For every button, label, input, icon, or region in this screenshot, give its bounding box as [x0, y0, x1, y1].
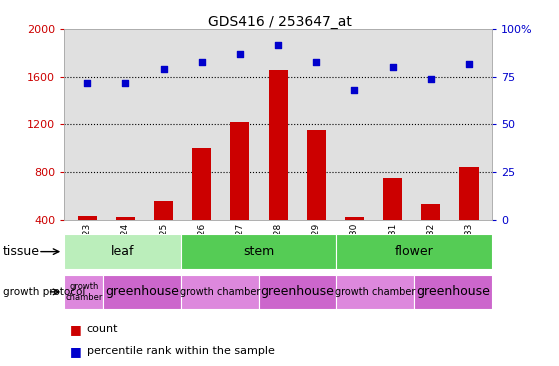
Point [427, 76, 435, 82]
Text: stem: stem [243, 245, 274, 258]
Point [197, 59, 206, 64]
Bar [421, 204, 440, 220]
Text: percentile rank within the sample: percentile rank within the sample [87, 346, 274, 356]
Point [312, 59, 321, 64]
Bar [103, 274, 181, 309]
Bar [337, 234, 492, 269]
Text: leaf: leaf [111, 245, 134, 258]
Bar [64, 234, 181, 269]
Bar [181, 234, 337, 269]
Text: growth chamber: growth chamber [179, 287, 260, 297]
Text: GDS416 / 253647_at: GDS416 / 253647_at [207, 15, 352, 29]
Text: count: count [87, 324, 118, 335]
Text: tissue: tissue [3, 245, 40, 258]
Text: growth protocol: growth protocol [3, 287, 85, 297]
Text: greenhouse: greenhouse [260, 285, 334, 298]
Bar [154, 201, 173, 220]
Bar [259, 274, 337, 309]
Point [159, 66, 168, 72]
Bar [78, 216, 97, 220]
Text: flower: flower [395, 245, 434, 258]
Text: growth chamber: growth chamber [335, 287, 415, 297]
Text: greenhouse: greenhouse [416, 285, 490, 298]
Point [350, 87, 359, 93]
Text: growth
chamber: growth chamber [65, 282, 102, 302]
Bar [268, 70, 288, 220]
Bar [230, 122, 249, 220]
Text: ■: ■ [70, 345, 82, 358]
Bar [383, 178, 402, 220]
Point [388, 64, 397, 70]
Bar [345, 217, 364, 220]
Bar [337, 274, 414, 309]
Bar [181, 274, 259, 309]
Bar [116, 217, 135, 220]
Point [273, 42, 282, 48]
Point [235, 51, 244, 57]
Bar [64, 274, 103, 309]
Bar [459, 167, 479, 220]
Bar [307, 130, 326, 220]
Bar [192, 148, 211, 220]
Point [121, 80, 130, 86]
Point [465, 61, 473, 67]
Bar [414, 274, 492, 309]
Point [83, 80, 92, 86]
Text: ■: ■ [70, 323, 82, 336]
Text: greenhouse: greenhouse [105, 285, 179, 298]
